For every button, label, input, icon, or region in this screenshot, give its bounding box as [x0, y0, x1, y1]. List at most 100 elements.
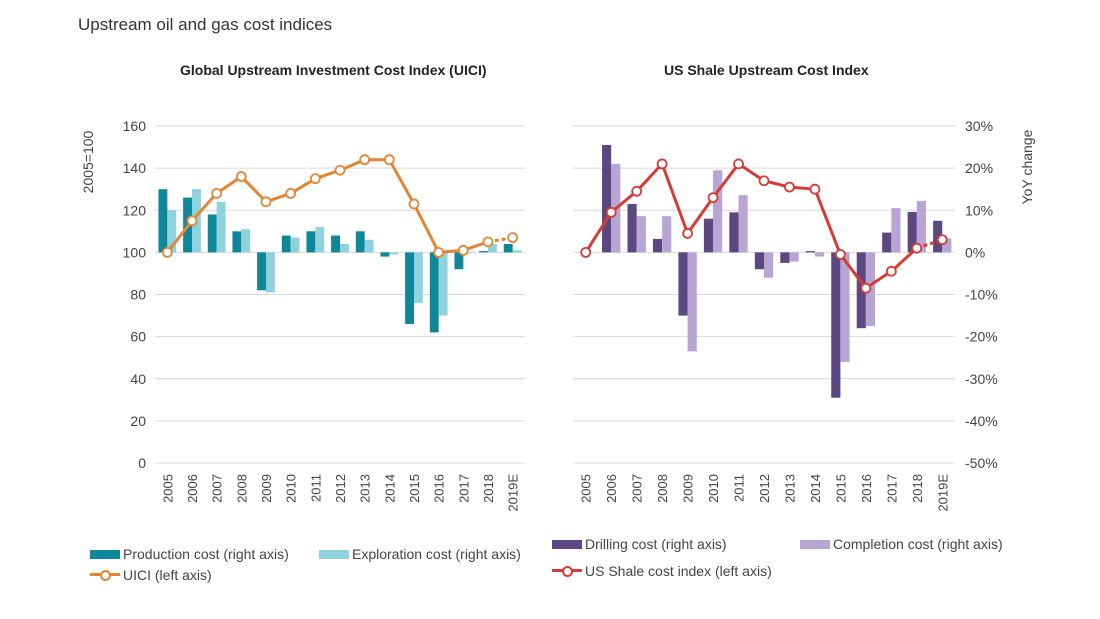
left-primary-bar	[355, 231, 365, 253]
left-chart-title: Global Upstream Investment Cost Index (U…	[180, 62, 487, 78]
right-secondary-bar	[738, 195, 748, 253]
legend-uici: UICI (left axis)	[90, 567, 212, 583]
left-secondary-bar	[216, 201, 226, 253]
right-secondary-bar	[916, 200, 926, 253]
left-primary-bar	[331, 235, 340, 253]
legend-production-swatch	[90, 549, 120, 559]
right-index-point	[707, 192, 719, 204]
left-x-tick-label: 2019E	[506, 474, 521, 512]
left-index-point	[334, 164, 346, 176]
right-index-point	[835, 249, 846, 260]
left-secondary-bar	[290, 237, 300, 253]
left-secondary-bar	[167, 210, 177, 253]
left-index-point	[408, 198, 420, 210]
right-primary-bar	[703, 218, 714, 253]
left-secondary-bar	[512, 250, 522, 253]
left-secondary-bar	[340, 243, 349, 253]
legend-completion-swatch	[800, 539, 830, 549]
right-index-point	[682, 228, 693, 239]
left-primary-bar	[281, 235, 291, 253]
left-y-tick-label: 20	[130, 413, 146, 429]
right-index-point	[758, 175, 770, 187]
left-primary-bar	[232, 231, 242, 253]
left-index-point	[507, 232, 519, 244]
right-y-tick-label: -40%	[965, 413, 998, 429]
right-secondary-bar	[942, 238, 952, 253]
left-index-point	[260, 196, 272, 208]
left-y-tick-label: 140	[123, 160, 147, 176]
right-index-line	[584, 162, 918, 290]
right-y-tick-label: -20%	[965, 329, 998, 345]
page-title: Upstream oil and gas cost indices	[78, 15, 333, 34]
right-primary-bar	[627, 203, 637, 253]
left-secondary-bar	[488, 243, 497, 253]
left-x-tick-label: 2010	[284, 474, 299, 503]
right-primary-bar	[882, 232, 892, 253]
left-primary-bar	[429, 252, 439, 333]
left-y-tick-label: 80	[130, 287, 146, 303]
legend-drilling: Drilling cost (right axis)	[552, 536, 727, 552]
right-index-point	[936, 234, 948, 246]
left-secondary-bar	[315, 227, 325, 253]
right-primary-bar	[754, 252, 764, 270]
left-x-tick-label: 2013	[358, 474, 373, 503]
right-secondary-bar	[764, 252, 774, 278]
right-x-tick-label: 2005	[579, 474, 594, 503]
left-index-point	[235, 171, 247, 182]
left-index-point	[309, 173, 321, 185]
right-x-tick-label: 2009	[681, 474, 696, 503]
right-index-point	[885, 265, 897, 277]
right-x-tick-label: 2018	[910, 474, 925, 503]
left-primary-bar	[306, 231, 316, 253]
left-index-point	[285, 187, 297, 199]
legend-shale: US Shale cost index (left axis)	[552, 563, 772, 579]
left-x-tick-label: 2016	[432, 474, 447, 503]
right-primary-bar	[729, 212, 739, 253]
left-x-tick-label: 2012	[333, 474, 348, 503]
right-x-tick-label: 2017	[884, 474, 899, 503]
legend-uici-label: UICI (left axis)	[123, 567, 212, 583]
right-x-tick-label: 2013	[782, 474, 797, 503]
left-index-point	[211, 187, 223, 199]
right-secondary-bar	[636, 216, 646, 253]
left-secondary-bar	[438, 252, 448, 316]
right-secondary-bar	[687, 252, 697, 352]
left-primary-bar	[503, 243, 513, 253]
legend-shale-label: US Shale cost index (left axis)	[585, 563, 772, 579]
right-x-tick-label: 2010	[706, 474, 721, 503]
right-y-tick-label: 0%	[965, 244, 985, 260]
right-primary-bar	[933, 220, 943, 253]
right-secondary-bar	[891, 208, 901, 253]
right-index-point	[733, 158, 744, 170]
right-x-tick-label: 2012	[757, 474, 772, 503]
right-secondary-bar	[814, 252, 825, 257]
right-index-point	[656, 158, 668, 170]
left-index-point	[433, 246, 445, 258]
legend-uici-swatch	[90, 569, 120, 581]
left-index-point	[359, 154, 371, 166]
right-index-point	[860, 282, 872, 294]
right-x-tick-label: 2008	[655, 474, 670, 503]
right-primary-bar	[652, 238, 663, 253]
right-x-tick-label: 2007	[630, 474, 645, 503]
left-secondary-bar	[364, 239, 374, 253]
left-x-tick-label: 2007	[210, 474, 225, 503]
left-secondary-bar	[389, 252, 399, 255]
legend-drilling-label: Drilling cost (right axis)	[585, 536, 727, 552]
legend-production: Production cost (right axis)	[90, 546, 289, 562]
left-primary-bar	[479, 251, 488, 253]
right-primary-bar	[678, 252, 688, 316]
right-x-tick-label: 2006	[604, 474, 619, 503]
left-secondary-bar	[266, 252, 275, 293]
left-primary-bar	[207, 214, 217, 253]
legend-production-label: Production cost (right axis)	[123, 546, 289, 562]
left-secondary-bar	[241, 229, 251, 253]
right-x-tick-label: 2019E	[935, 474, 950, 512]
right-y-axis-title: YoY change	[1019, 129, 1035, 204]
right-index-point	[580, 246, 592, 258]
left-primary-bar	[380, 252, 390, 257]
right-y-tick-label: 20%	[965, 160, 993, 176]
right-y-tick-label: 30%	[965, 118, 993, 134]
left-primary-bar	[257, 252, 266, 291]
